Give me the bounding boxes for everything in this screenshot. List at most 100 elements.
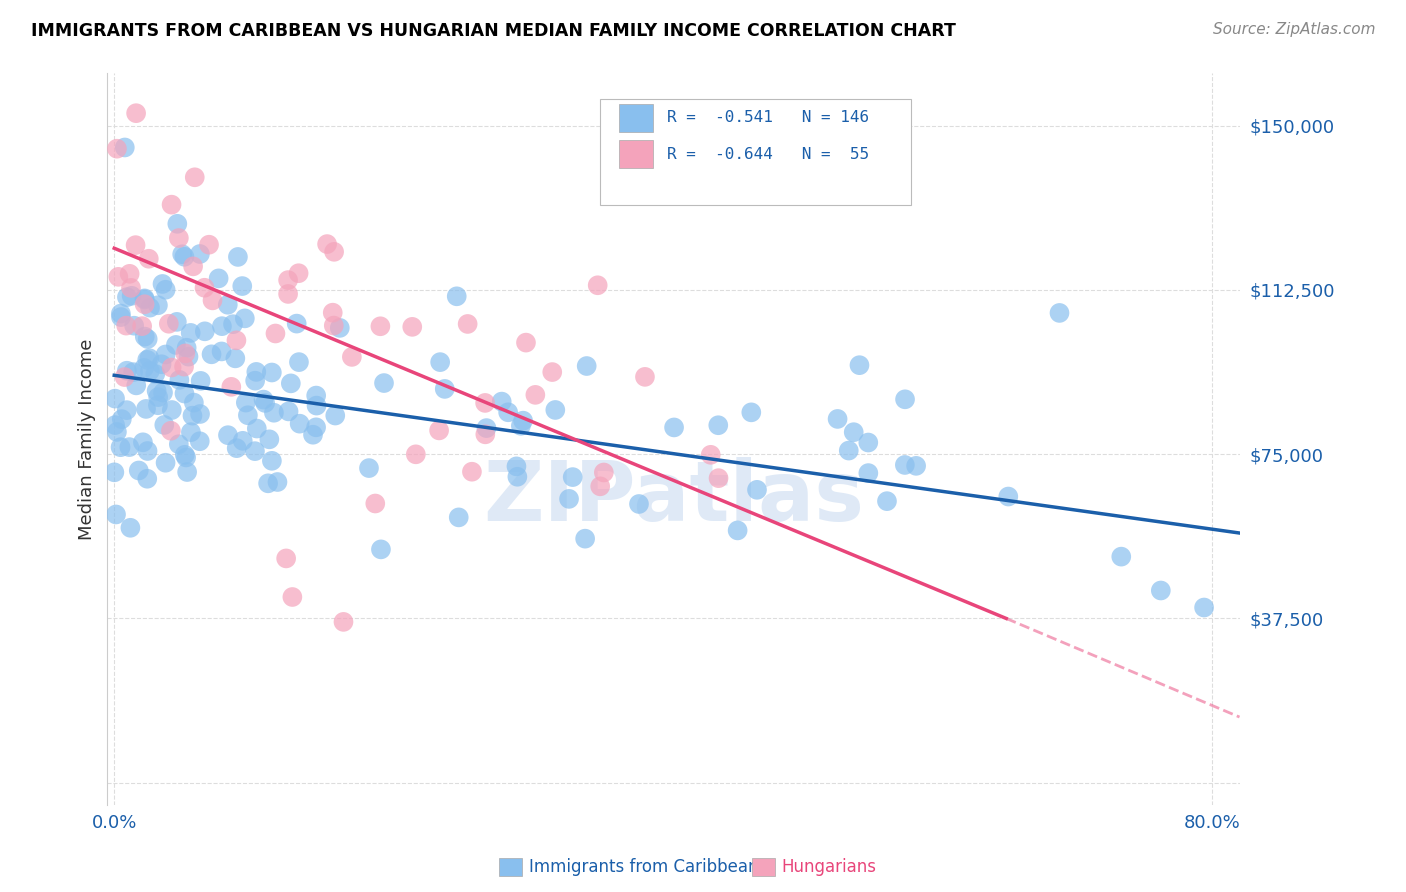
Point	[233, 311, 256, 326]
Point	[134, 329, 156, 343]
Point	[589, 479, 612, 493]
Point	[491, 394, 513, 409]
Point	[305, 420, 328, 434]
Point	[429, 355, 451, 369]
Point	[122, 318, 145, 333]
Text: Source: ZipAtlas.com: Source: ZipAtlas.com	[1212, 22, 1375, 37]
Point	[143, 367, 166, 381]
Point	[221, 380, 243, 394]
Point	[114, 140, 136, 154]
Point	[139, 364, 162, 378]
Point	[575, 359, 598, 373]
Point	[277, 287, 299, 301]
Point	[509, 418, 531, 433]
Point	[132, 435, 155, 450]
Point	[174, 450, 197, 465]
Point	[120, 281, 142, 295]
Point	[115, 403, 138, 417]
Point	[111, 412, 134, 426]
Point	[201, 293, 224, 308]
Point	[305, 399, 328, 413]
Point	[332, 615, 354, 629]
Point	[515, 335, 537, 350]
Point	[150, 357, 173, 371]
Point	[446, 289, 468, 303]
Point	[997, 490, 1019, 504]
Point	[266, 475, 288, 489]
Point	[167, 437, 190, 451]
Point	[257, 476, 280, 491]
Point	[544, 403, 567, 417]
Point	[118, 440, 141, 454]
Point	[524, 388, 547, 402]
Point	[246, 421, 269, 435]
Point	[169, 373, 191, 387]
Point	[848, 358, 870, 372]
Point	[254, 396, 277, 410]
Point	[207, 271, 229, 285]
Point	[662, 420, 685, 434]
Point	[121, 289, 143, 303]
Point	[243, 444, 266, 458]
Point	[136, 332, 159, 346]
Point	[211, 344, 233, 359]
Point	[115, 318, 138, 333]
Bar	[619, 140, 652, 168]
Point	[176, 465, 198, 479]
Bar	[619, 103, 652, 131]
Point	[190, 374, 212, 388]
Point	[305, 388, 328, 402]
Point	[364, 496, 387, 510]
Point	[114, 370, 136, 384]
Point	[287, 266, 309, 280]
Point	[401, 319, 423, 334]
Point	[745, 483, 768, 497]
Point	[905, 458, 928, 473]
Point	[505, 459, 527, 474]
Point	[1150, 583, 1173, 598]
Point	[259, 433, 281, 447]
Point	[160, 197, 183, 211]
Point	[224, 351, 246, 366]
Point	[474, 396, 496, 410]
Point	[231, 279, 253, 293]
Point	[115, 364, 138, 378]
Point	[153, 417, 176, 432]
Point	[322, 318, 344, 333]
Point	[173, 250, 195, 264]
Point	[699, 448, 721, 462]
Point	[838, 443, 860, 458]
Point	[707, 418, 730, 433]
Point	[110, 310, 132, 324]
Point	[727, 524, 749, 538]
Point	[145, 384, 167, 398]
Point	[457, 317, 479, 331]
Point	[558, 491, 581, 506]
Point	[302, 427, 325, 442]
Point	[104, 418, 127, 433]
Point	[316, 237, 339, 252]
Point	[107, 269, 129, 284]
Point	[276, 551, 298, 566]
Text: ZIPatlas: ZIPatlas	[482, 457, 863, 538]
Point	[167, 231, 190, 245]
Point	[125, 378, 148, 392]
Point	[243, 374, 266, 388]
Point	[134, 293, 156, 307]
Point	[1109, 549, 1132, 564]
Point	[370, 319, 392, 334]
FancyBboxPatch shape	[600, 99, 911, 204]
Point	[405, 447, 427, 461]
Point	[217, 298, 239, 312]
Point	[288, 417, 311, 431]
Point	[285, 317, 308, 331]
Point	[541, 365, 564, 379]
Point	[128, 463, 150, 477]
Point	[827, 412, 849, 426]
Point	[858, 435, 880, 450]
Point	[707, 471, 730, 485]
Point	[136, 472, 159, 486]
Point	[183, 395, 205, 409]
Point	[198, 237, 221, 252]
Point	[134, 297, 156, 311]
